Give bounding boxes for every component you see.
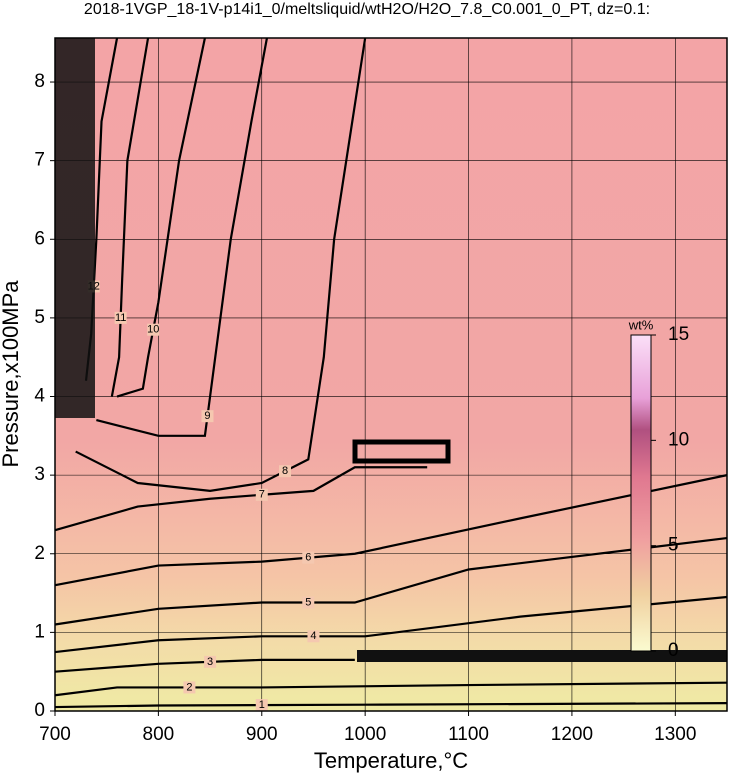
y-tick-label: 5 bbox=[34, 307, 45, 328]
contour-label: 11 bbox=[115, 312, 126, 324]
contour-label-bg bbox=[114, 311, 127, 324]
contour-label: 9 bbox=[204, 410, 210, 422]
contour-label-bg bbox=[255, 488, 268, 501]
contour-label-bg bbox=[255, 699, 268, 712]
contour-label: 10 bbox=[147, 324, 159, 336]
x-axis-label: Temperature,°C bbox=[314, 748, 468, 773]
contour-label: 7 bbox=[259, 489, 265, 501]
contour-label: 2 bbox=[186, 681, 192, 693]
y-tick-label: 4 bbox=[34, 386, 45, 407]
contour-label: 6 bbox=[305, 552, 311, 564]
contour-label-bg bbox=[204, 655, 217, 668]
contour-band bbox=[352, 439, 451, 464]
x-tick-label: 700 bbox=[39, 724, 71, 745]
dense-contours bbox=[55, 38, 95, 418]
colorbar-label: wt% bbox=[628, 317, 654, 332]
colorbar-tick-label: 0 bbox=[668, 640, 679, 661]
contour-label: 4 bbox=[310, 630, 316, 642]
contour-label: 1 bbox=[259, 699, 265, 711]
chart-title: 2018-1VGP_18-1V-p14i1_0/meltsliquid/wtH2… bbox=[84, 1, 650, 18]
contour-line bbox=[96, 37, 269, 437]
contour-line bbox=[54, 681, 728, 697]
colorbar-tick-label: 15 bbox=[668, 324, 689, 345]
contour-label-bg bbox=[307, 630, 320, 643]
contour-label: 8 bbox=[282, 465, 288, 477]
y-tick-label: 1 bbox=[34, 621, 45, 642]
contour-line bbox=[110, 37, 150, 397]
x-tick-label: 900 bbox=[246, 724, 278, 745]
contour-label-bg bbox=[201, 410, 214, 423]
y-tick-label: 6 bbox=[34, 228, 45, 249]
contour-label-bg bbox=[302, 596, 315, 609]
y-tick-label: 3 bbox=[34, 464, 45, 485]
y-tick-label: 8 bbox=[34, 71, 45, 92]
y-tick-label: 7 bbox=[34, 150, 45, 171]
y-tick-label: 2 bbox=[34, 543, 45, 564]
contour-label: 5 bbox=[305, 596, 311, 608]
x-tick-label: 1000 bbox=[344, 724, 386, 745]
x-tick-label: 1100 bbox=[448, 724, 489, 745]
contour-label-bg bbox=[279, 465, 292, 478]
plot-background bbox=[55, 38, 727, 711]
colorbar bbox=[630, 334, 652, 652]
x-tick-label: 1200 bbox=[551, 724, 593, 745]
contour-label: 3 bbox=[207, 656, 213, 668]
colorbar-tick-label: 5 bbox=[668, 535, 679, 556]
colorbar-tick-label: 10 bbox=[668, 429, 689, 450]
plot-frame bbox=[54, 37, 728, 712]
x-tick-label: 800 bbox=[143, 724, 175, 745]
contour-band bbox=[357, 650, 727, 662]
y-axis-label: Pressure,x100MPa bbox=[0, 280, 23, 468]
contour-label-bg bbox=[302, 551, 315, 564]
contour-label-bg bbox=[183, 681, 196, 694]
x-tick-label: 1300 bbox=[654, 724, 696, 745]
y-tick-label: 0 bbox=[34, 700, 45, 721]
contour-label-bg bbox=[147, 323, 160, 336]
